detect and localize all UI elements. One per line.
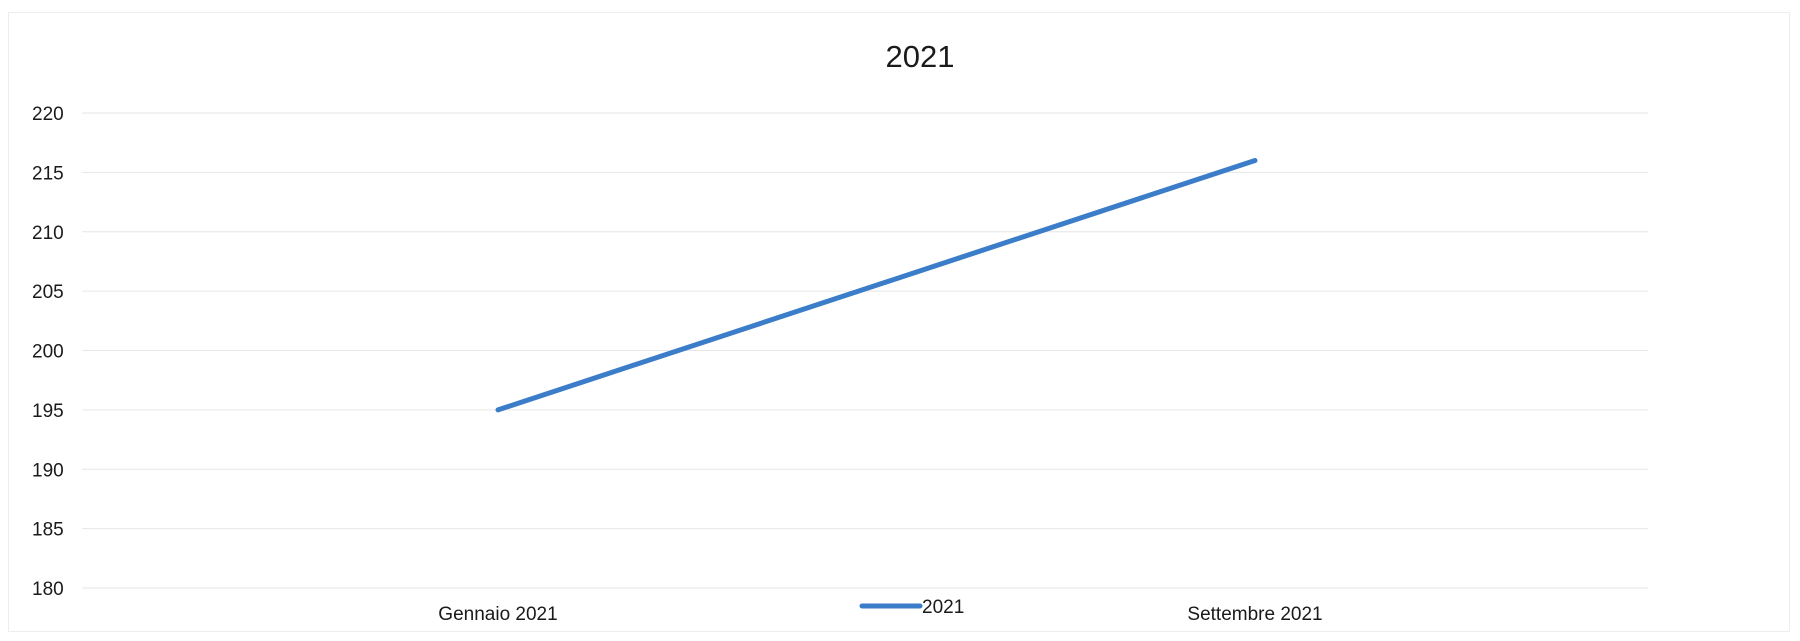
y-axis-tick-labels: 180 185 190 195 200 205 210 215 220: [32, 104, 64, 600]
gridlines: [82, 112, 1648, 589]
series-line-0: [495, 158, 1258, 413]
x-tick-label: Settembre 2021: [1187, 604, 1322, 625]
series-layer: [495, 158, 1258, 413]
legend-label: 2021: [922, 597, 964, 618]
y-tick-label: 200: [32, 342, 64, 363]
y-tick-label: 220: [32, 104, 64, 125]
y-tick-label: 205: [32, 282, 64, 303]
x-axis-tick-labels: Gennaio 2021 Settembre 2021: [438, 604, 1322, 625]
x-tick-label: Gennaio 2021: [438, 604, 557, 625]
y-tick-label: 195: [32, 401, 64, 422]
y-tick-label: 180: [32, 579, 64, 600]
chart-title: 2021: [886, 39, 955, 74]
y-tick-label: 190: [32, 460, 64, 481]
legend: 2021: [859, 597, 964, 618]
y-tick-label: 210: [32, 223, 64, 244]
y-tick-label: 185: [32, 520, 64, 541]
y-tick-label: 215: [32, 163, 64, 184]
